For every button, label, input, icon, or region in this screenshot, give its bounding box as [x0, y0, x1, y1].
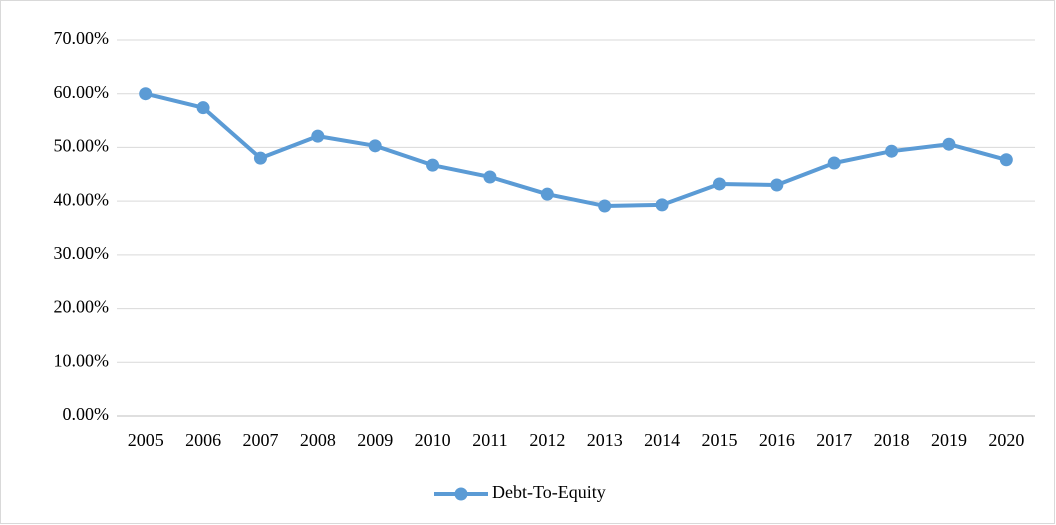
data-point	[942, 137, 956, 151]
data-point	[540, 187, 554, 201]
data-point	[770, 178, 784, 192]
x-tick-label: 2017	[816, 430, 852, 450]
data-point	[368, 139, 382, 153]
x-tick-label: 2016	[759, 430, 795, 450]
y-tick-label: 50.00%	[54, 136, 110, 156]
y-tick-label: 30.00%	[54, 243, 110, 263]
x-tick-label: 2020	[988, 430, 1024, 450]
data-point	[311, 129, 325, 143]
x-tick-label: 2013	[587, 430, 623, 450]
x-tick-label: 2010	[415, 430, 451, 450]
data-point	[196, 101, 210, 115]
y-tick-label: 70.00%	[54, 28, 110, 48]
data-point	[139, 87, 153, 101]
x-tick-label: 2007	[242, 430, 278, 450]
y-tick-label: 0.00%	[63, 404, 110, 424]
x-tick-label: 2006	[185, 430, 221, 450]
data-point	[598, 199, 612, 213]
x-tick-label: 2008	[300, 430, 336, 450]
data-point	[999, 153, 1013, 167]
x-tick-label: 2009	[357, 430, 393, 450]
x-tick-label: 2015	[701, 430, 737, 450]
data-point	[712, 177, 726, 191]
y-tick-label: 10.00%	[54, 350, 110, 370]
legend-marker	[454, 487, 468, 501]
y-tick-label: 40.00%	[54, 189, 110, 209]
x-tick-label: 2005	[128, 430, 164, 450]
data-point	[827, 156, 841, 170]
data-point	[885, 144, 899, 158]
data-point	[253, 151, 267, 165]
y-tick-label: 60.00%	[54, 82, 110, 102]
x-tick-label: 2011	[472, 430, 507, 450]
series-line	[145, 91, 1007, 208]
data-point	[483, 170, 497, 184]
y-tick-label: 20.00%	[54, 297, 110, 317]
x-tick-label: 2018	[874, 430, 910, 450]
x-tick-label: 2019	[931, 430, 967, 450]
x-tick-label: 2014	[644, 430, 680, 450]
data-point	[655, 198, 669, 212]
data-point	[426, 158, 440, 172]
x-tick-label: 2012	[529, 430, 565, 450]
legend-label: Debt-To-Equity	[492, 482, 606, 502]
